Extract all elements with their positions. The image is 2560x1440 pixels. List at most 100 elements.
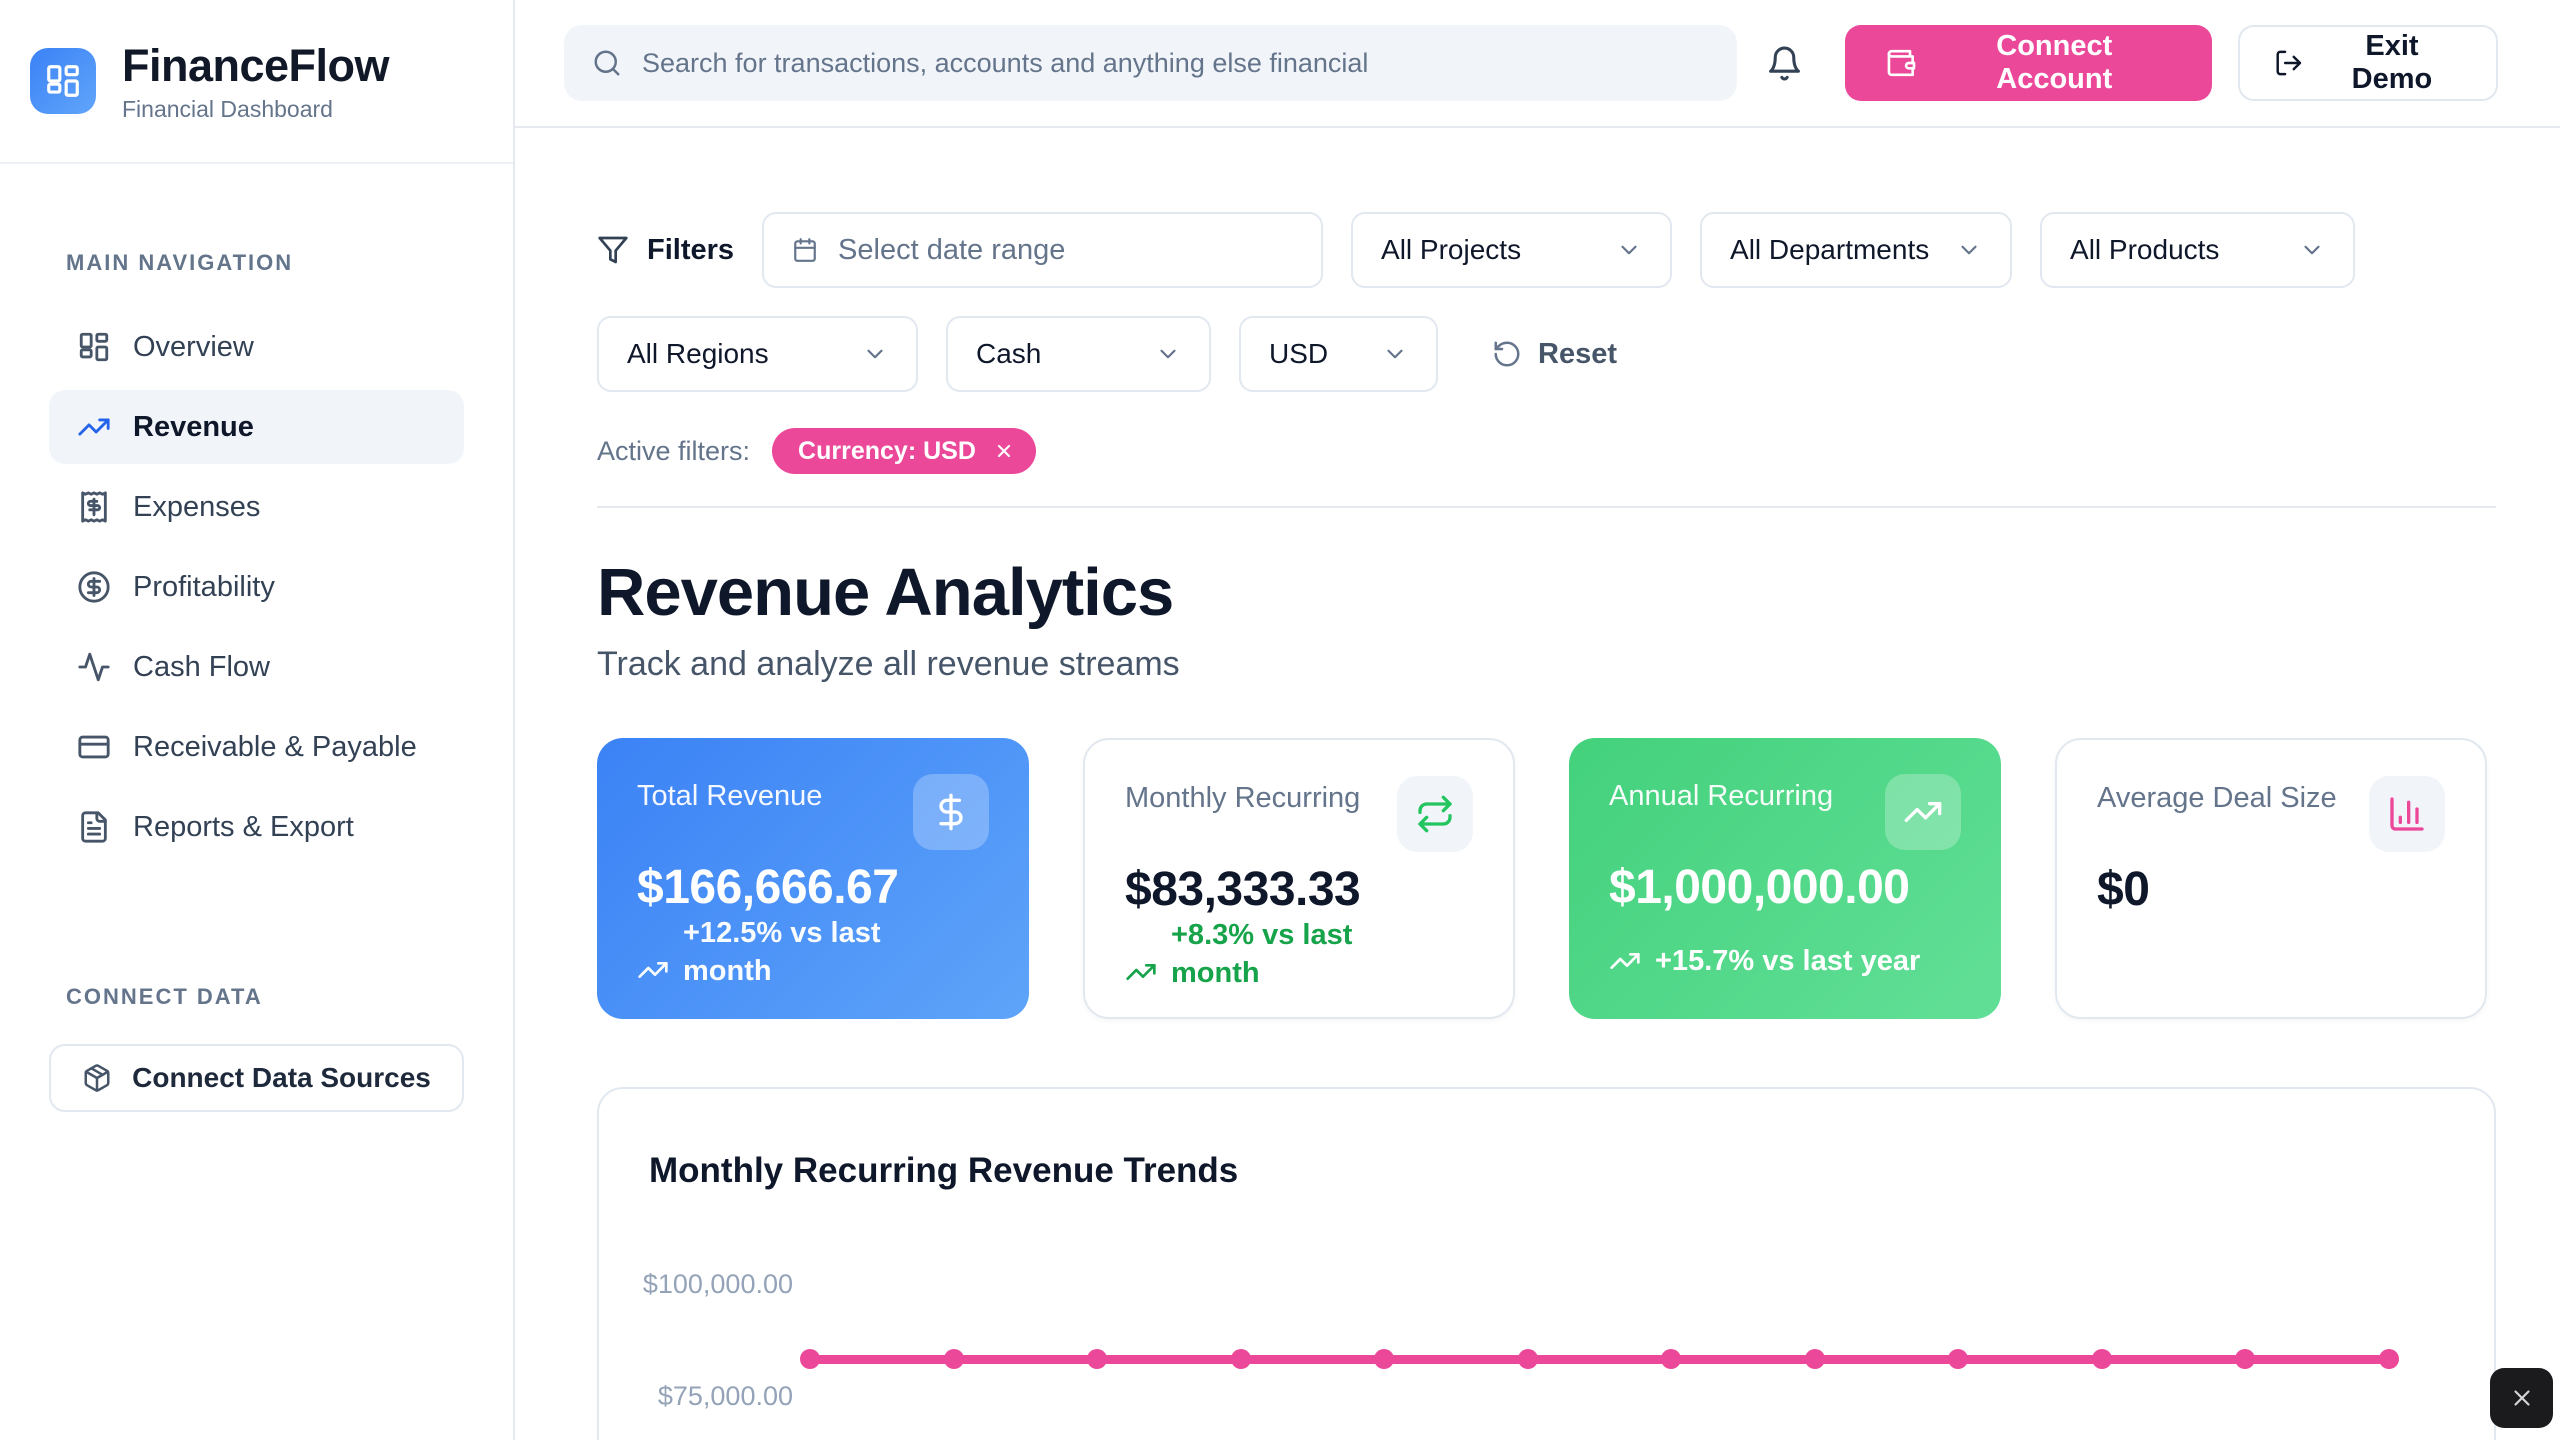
main-navigation: Overview Revenue Expenses Profitability … [49, 310, 464, 864]
y-axis-tick: $75,000.00 [657, 1381, 793, 1411]
active-filters-label: Active filters: [597, 435, 751, 466]
topbar: Connect Account Exit Demo [515, 0, 2560, 128]
search-icon [594, 50, 620, 76]
exit-demo-label: Exit Demo [2351, 30, 2433, 95]
notifications-button[interactable] [1759, 37, 1810, 89]
data-point[interactable] [2235, 1349, 2256, 1369]
stat-value: $166,666.67 [637, 861, 899, 914]
sidebar-item-label: Overview [133, 330, 254, 363]
repeat-icon [1418, 795, 1452, 833]
stat-trend: +15.7% vs last year [1609, 943, 1961, 981]
trending-up-icon [1126, 964, 1156, 981]
stat-card-annual-recurring: Annual Recurring $1,000,000.00 +15.7% vs… [1569, 738, 2001, 1019]
stat-value: $0 [2097, 863, 2150, 916]
stat-label: Average Deal Size [2097, 782, 2337, 814]
file-text-icon [81, 811, 107, 843]
chevron-down-icon [1160, 349, 1176, 359]
connect-account-button[interactable]: Connect Account [1844, 25, 2213, 101]
sidebar-item-label: Revenue [133, 410, 254, 443]
chevron-down-icon [1961, 245, 1977, 255]
page-subtitle: Track and analyze all revenue streams [597, 645, 1180, 683]
data-point[interactable] [1374, 1349, 1395, 1369]
stat-card-average-deal-size: Average Deal Size $0 [2055, 738, 2487, 1019]
connect-data-sources-label: Connect Data Sources [132, 1062, 431, 1093]
sidebar-item-revenue[interactable]: Revenue [49, 390, 464, 464]
reset-filters-button[interactable]: Reset [1492, 338, 1617, 371]
data-point[interactable] [1661, 1349, 1682, 1369]
receipt-icon [81, 491, 107, 523]
data-point[interactable] [1804, 1349, 1825, 1369]
stat-card-total-revenue: Total Revenue $166,666.67 +12.5% vs last… [597, 738, 1029, 1019]
close-icon [2513, 1390, 2530, 1406]
sidebar-item-expenses[interactable]: Expenses [49, 470, 464, 544]
date-range-input[interactable]: Select date range [762, 212, 1324, 288]
exit-demo-button[interactable]: Exit Demo [2238, 25, 2498, 101]
nav-section-label: MAIN NAVIGATION [66, 250, 294, 275]
main-area: Connect Account Exit Demo Filters Select… [515, 0, 2560, 1440]
search-input[interactable] [642, 47, 1710, 79]
activity-icon [78, 652, 110, 682]
chart-title: Monthly Recurring Revenue Trends [649, 1151, 1239, 1190]
data-point[interactable] [943, 1349, 964, 1369]
active-filter-chip[interactable]: Currency: USD [772, 428, 1036, 474]
account-type-dropdown[interactable]: Cash [946, 316, 1211, 392]
log-out-icon [2276, 50, 2302, 76]
data-point[interactable] [1230, 1349, 1251, 1369]
trending-up-icon [1904, 802, 1942, 822]
sidebar-item-label: Receivable & Payable [133, 730, 417, 763]
stat-value: $83,333.33 [1125, 863, 1361, 916]
data-point[interactable] [1087, 1349, 1108, 1369]
circle-dollar-icon [78, 571, 110, 603]
active-filters-row: Active filters: Currency: USD [597, 428, 2496, 474]
departments-dropdown[interactable]: All Departments [1700, 212, 2013, 288]
stat-label: Annual Recurring [1609, 780, 1834, 812]
sidebar-item-receivable-payable[interactable]: Receivable & Payable [49, 710, 464, 784]
content: Filters Select date range All Projects A… [515, 128, 2560, 1440]
app-title: FinanceFlow [122, 39, 390, 91]
connect-account-label: Connect Account [1996, 30, 2113, 95]
date-range-placeholder: Select date range [838, 233, 1066, 266]
brand: FinanceFlow Financial Dashboard [0, 0, 513, 164]
data-point[interactable] [2379, 1349, 2399, 1369]
chevron-down-icon [2304, 245, 2320, 255]
data-point[interactable] [2091, 1349, 2112, 1369]
stat-trend: +8.3% vs last month [1125, 917, 1473, 992]
chevron-down-icon [1621, 245, 1637, 255]
data-point[interactable] [1517, 1349, 1538, 1369]
close-icon[interactable] [994, 441, 1014, 461]
search-bar[interactable] [564, 25, 1738, 101]
wallet-icon [1887, 49, 1915, 77]
bar-chart-icon [2390, 797, 2424, 831]
sidebar-item-profitability[interactable]: Profitability [49, 550, 464, 624]
sidebar: FinanceFlow Financial Dashboard MAIN NAV… [0, 0, 515, 1440]
regions-dropdown[interactable]: All Regions [597, 316, 918, 392]
connect-section-label: CONNECT DATA [66, 984, 263, 1009]
projects-dropdown[interactable]: All Projects [1351, 212, 1673, 288]
stat-value: $1,000,000.00 [1609, 861, 1910, 914]
sidebar-item-cash-flow[interactable]: Cash Flow [49, 630, 464, 704]
sidebar-item-label: Expenses [133, 490, 261, 523]
sidebar-item-overview[interactable]: Overview [49, 310, 464, 384]
sidebar-item-label: Cash Flow [133, 650, 270, 683]
sidebar-item-reports-export[interactable]: Reports & Export [49, 790, 464, 864]
calendar-icon [794, 238, 816, 262]
currency-dropdown[interactable]: USD [1239, 316, 1438, 392]
stat-label: Monthly Recurring [1125, 782, 1361, 814]
data-point[interactable] [1948, 1349, 1969, 1369]
data-point[interactable] [800, 1349, 820, 1369]
chevron-down-icon [1387, 349, 1403, 359]
app-logo-icon [30, 48, 96, 114]
filters-row-2: All Regions Cash USD Reset [597, 316, 2496, 392]
stat-card-monthly-recurring: Monthly Recurring $83,333.33 +8.3% vs la… [1083, 738, 1515, 1019]
credit-card-icon [78, 735, 110, 759]
sidebar-item-label: Reports & Export [133, 810, 354, 843]
floating-close-button[interactable] [2490, 1368, 2553, 1428]
connect-data-sources-button[interactable]: Connect Data Sources [49, 1044, 464, 1112]
trending-up-icon [638, 962, 668, 979]
sidebar-item-label: Profitability [133, 570, 275, 603]
products-dropdown[interactable]: All Products [2040, 212, 2356, 288]
filter-funnel-icon [598, 236, 628, 264]
mrr-line-plot: $100,000.00 $75,000.00 $50,000.00 [599, 1089, 2494, 1440]
stat-trend: +12.5% vs last month [637, 915, 989, 990]
